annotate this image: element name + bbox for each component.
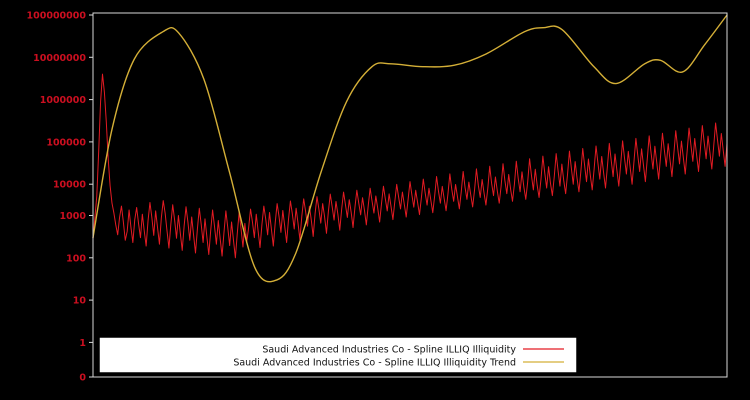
y-axis-tick-labels: 1000000001000000010000001000001000010001…: [27, 11, 93, 384]
plot-frame: [92, 12, 728, 378]
y-tick-label: 0: [79, 373, 86, 384]
series-layer: [92, 14, 728, 283]
y-tick-label: 100000: [46, 137, 86, 148]
y-tick-label: 100000000: [27, 11, 87, 22]
legend-background: [99, 337, 577, 373]
y-tick-label: 10000000: [33, 53, 86, 64]
y-tick-label: 1000: [60, 211, 87, 222]
y-tick-label: 100: [66, 253, 86, 264]
y-tick-label: 1000000: [40, 95, 87, 106]
y-tick-label: 10: [73, 296, 87, 307]
y-tick-label: 10000: [53, 180, 86, 191]
legend-entry-label[interactable]: Saudi Advanced Industries Co - Spline IL…: [262, 345, 516, 356]
illiquidity-series-line: [92, 73, 728, 259]
legend-entry-label[interactable]: Saudi Advanced Industries Co - Spline IL…: [233, 358, 516, 369]
illiquidity-trend-line: [92, 14, 728, 283]
y-tick-label: 1: [79, 338, 86, 349]
chart-legend[interactable]: Saudi Advanced Industries Co - Spline IL…: [99, 337, 577, 373]
plot-area-background: [93, 13, 727, 377]
